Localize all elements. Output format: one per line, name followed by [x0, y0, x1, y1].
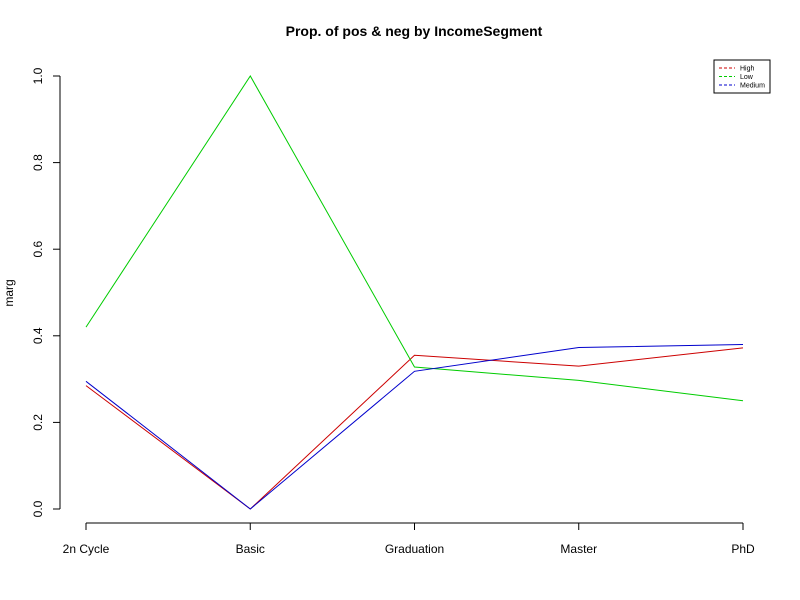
series-line-high: [85, 347, 744, 510]
y-tick-label: 0.6: [31, 241, 45, 258]
x-tick-label: PhD: [731, 542, 755, 556]
y-tick-label: 1.0: [31, 67, 45, 84]
x-tick-label: Master: [560, 542, 597, 556]
y-tick-label: 0.4: [31, 327, 45, 344]
chart-title: Prop. of pos & neg by IncomeSegment: [286, 23, 543, 39]
y-tick-label: 0.8: [31, 154, 45, 171]
legend-label-high: High: [740, 66, 755, 73]
series-line-medium: [85, 344, 744, 510]
legend-label-low: Low: [740, 74, 754, 81]
y-tick-label: 0.2: [31, 414, 45, 431]
y-axis-label: marg: [2, 279, 16, 306]
legend-box: [713, 59, 771, 94]
x-axis: 2n Cycle Basic Graduation Master PhD: [63, 522, 755, 556]
x-tick-label: Basic: [236, 542, 265, 556]
y-axis: 0.0 0.2 0.4 0.6 0.8 1.0: [31, 67, 61, 517]
y-tick-label: 0.0: [31, 500, 45, 517]
legend-label-medium: Medium: [740, 83, 765, 90]
x-tick-label: 2n Cycle: [63, 542, 110, 556]
series-line-low: [85, 75, 744, 402]
series-lines: [85, 75, 744, 510]
x-tick-label: Graduation: [385, 542, 444, 556]
